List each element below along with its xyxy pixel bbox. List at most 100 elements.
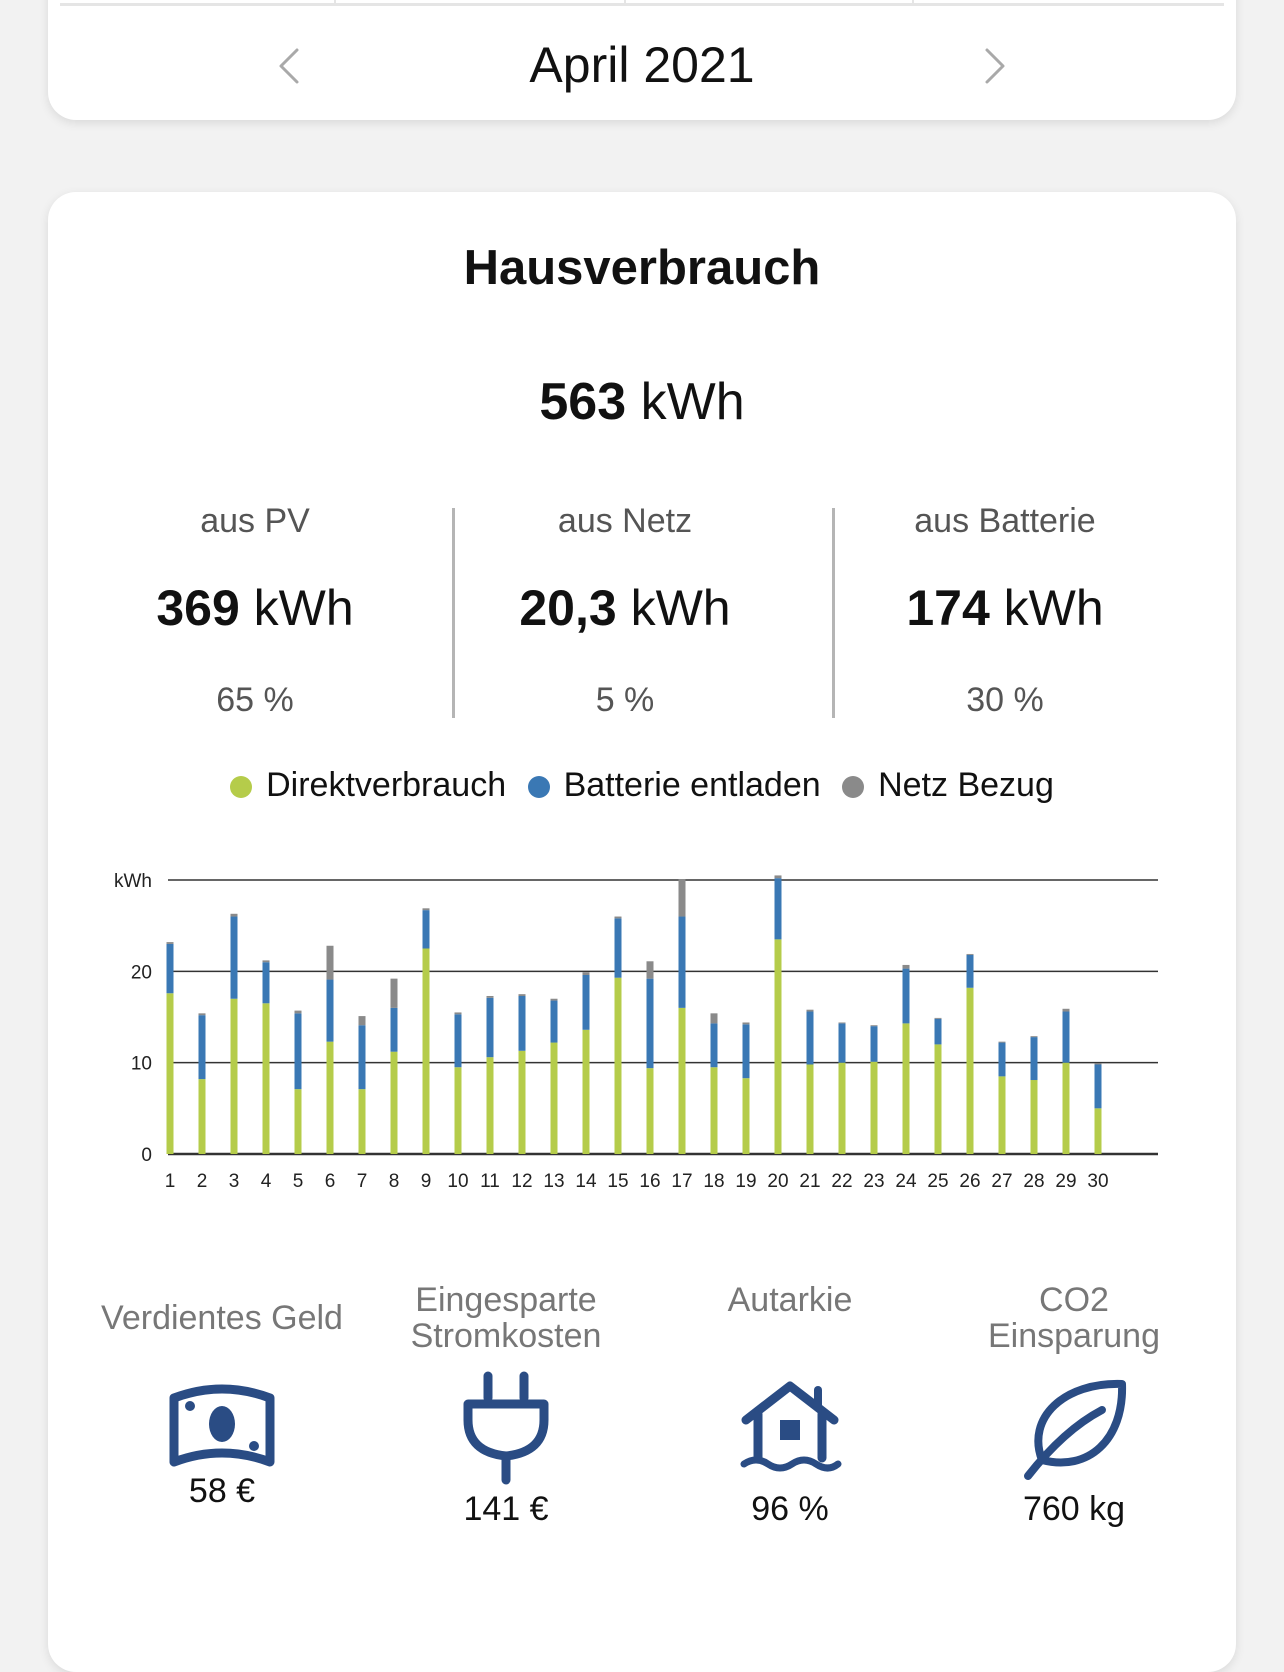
column-divider bbox=[452, 508, 455, 718]
legend-dot bbox=[230, 776, 253, 798]
bar-battery-day-20 bbox=[774, 878, 782, 940]
bar-battery-day-12 bbox=[518, 995, 526, 1051]
bar-direct-day-15 bbox=[614, 977, 622, 1154]
x-tick-label: 13 bbox=[543, 1171, 564, 1192]
bar-grid-day-9 bbox=[422, 908, 430, 911]
bar-grid-day-21 bbox=[806, 1009, 814, 1012]
bar-direct-day-21 bbox=[806, 1064, 814, 1154]
bar-battery-day-28 bbox=[1030, 1037, 1038, 1081]
month-label: April 2021 bbox=[529, 37, 755, 93]
bar-battery-day-30 bbox=[1094, 1064, 1102, 1109]
bar-grid-day-18 bbox=[710, 1013, 718, 1024]
chart-bars bbox=[166, 875, 1102, 1154]
bar-battery-day-29 bbox=[1062, 1011, 1070, 1063]
bar-battery-day-6 bbox=[326, 979, 334, 1042]
bar-battery-day-24 bbox=[902, 968, 910, 1024]
bar-battery-day-27 bbox=[998, 1042, 1006, 1077]
bar-grid-day-20 bbox=[774, 875, 782, 879]
tile-title-line2: Einsparung bbox=[987, 1317, 1160, 1355]
bar-grid-day-4 bbox=[262, 960, 270, 963]
tile-co2-savings: CO2 Einsparung 760 kg bbox=[934, 1281, 1214, 1528]
card-title: Hausverbrauch bbox=[463, 241, 821, 295]
house-icon bbox=[740, 1381, 842, 1472]
bar-direct-day-26 bbox=[966, 987, 974, 1154]
bar-grid-day-25 bbox=[934, 1017, 942, 1019]
bar-grid-day-8 bbox=[390, 978, 398, 1008]
bar-grid-day-27 bbox=[998, 1041, 1006, 1043]
source-value: 174 kWh bbox=[820, 579, 1190, 637]
bar-direct-day-18 bbox=[710, 1067, 718, 1154]
bar-direct-day-14 bbox=[582, 1029, 590, 1154]
bar-grid-day-1 bbox=[166, 942, 174, 944]
source-number: 369 bbox=[156, 580, 240, 636]
source-percent: 5 % bbox=[595, 681, 655, 719]
bar-grid-day-28 bbox=[1030, 1036, 1038, 1038]
x-tick-label: 22 bbox=[831, 1171, 852, 1192]
y-tick-label: 0 bbox=[141, 1145, 152, 1166]
chart-legend: Direktverbrauch Batterie entladen Netz B… bbox=[48, 766, 1236, 805]
bar-battery-day-13 bbox=[550, 1000, 558, 1043]
legend-dot bbox=[527, 776, 550, 798]
source-percent: 65 % bbox=[216, 681, 294, 719]
legend-label: Netz Bezug bbox=[878, 766, 1054, 804]
source-pv: aus PV 369 kWh 65 % bbox=[70, 502, 440, 720]
bar-direct-day-25 bbox=[934, 1044, 942, 1154]
x-tick-label: 25 bbox=[927, 1171, 948, 1192]
legend-item-grid: Netz Bezug bbox=[842, 766, 1054, 805]
total-unit: kWh bbox=[640, 373, 745, 431]
x-tick-label: 4 bbox=[261, 1171, 272, 1192]
next-month-button[interactable] bbox=[974, 44, 1014, 88]
bar-direct-day-3 bbox=[230, 998, 238, 1154]
bar-direct-day-9 bbox=[422, 948, 430, 1154]
source-label: aus Netz bbox=[557, 502, 693, 540]
x-tick-label: 12 bbox=[511, 1171, 532, 1192]
bar-grid-day-6 bbox=[326, 945, 334, 980]
bar-battery-day-5 bbox=[294, 1013, 302, 1090]
legend-label: Direktverbrauch bbox=[266, 766, 507, 804]
previous-month-button[interactable] bbox=[270, 44, 310, 88]
bar-direct-day-17 bbox=[678, 1007, 686, 1154]
legend-item-direct: Direktverbrauch bbox=[230, 766, 506, 805]
chevron-left-icon bbox=[279, 48, 299, 84]
bar-battery-day-3 bbox=[230, 916, 238, 999]
legend-label: Batterie entladen bbox=[563, 766, 821, 804]
bar-battery-day-14 bbox=[582, 974, 590, 1030]
source-value: 20,3 kWh bbox=[440, 579, 810, 637]
source-unit: kWh bbox=[253, 580, 354, 636]
source-number: 20,3 bbox=[519, 580, 617, 636]
x-tick-label: 8 bbox=[389, 1171, 400, 1192]
bar-battery-day-18 bbox=[710, 1023, 718, 1068]
tab-separator bbox=[912, 0, 914, 6]
tile-value: 58 € bbox=[188, 1472, 256, 1510]
bar-battery-day-25 bbox=[934, 1018, 942, 1045]
bar-direct-day-7 bbox=[358, 1089, 366, 1154]
bar-grid-day-15 bbox=[614, 916, 622, 919]
y-tick-label: 20 bbox=[131, 962, 152, 983]
bar-direct-day-4 bbox=[262, 1003, 270, 1154]
bar-grid-day-13 bbox=[550, 998, 558, 1001]
bar-direct-day-19 bbox=[742, 1078, 750, 1154]
bar-battery-day-22 bbox=[838, 1023, 846, 1063]
bar-battery-day-17 bbox=[678, 916, 686, 1008]
bar-direct-day-11 bbox=[486, 1057, 494, 1154]
bar-direct-day-28 bbox=[1030, 1080, 1038, 1154]
bar-grid-day-2 bbox=[198, 1013, 206, 1016]
x-tick-label: 10 bbox=[447, 1171, 468, 1192]
column-divider bbox=[832, 508, 835, 718]
bar-direct-day-12 bbox=[518, 1050, 526, 1154]
bar-grid-day-24 bbox=[902, 964, 910, 969]
bar-battery-day-16 bbox=[646, 978, 654, 1069]
bar-grid-day-29 bbox=[1062, 1008, 1070, 1012]
tile-title: CO2 bbox=[1039, 1281, 1109, 1319]
tile-title-line2: Stromkosten bbox=[410, 1317, 602, 1355]
tile-saved-costs: Eingesparte Stromkosten 141 € bbox=[366, 1282, 646, 1528]
tile-title: Autarkie bbox=[727, 1281, 853, 1319]
plug-icon bbox=[463, 1371, 549, 1485]
tile-value: 141 € bbox=[463, 1490, 549, 1528]
chart-grid bbox=[168, 879, 1158, 1156]
legend-dot bbox=[842, 776, 865, 798]
bar-grid-day-11 bbox=[486, 995, 494, 998]
bar-grid-day-5 bbox=[294, 1010, 302, 1014]
